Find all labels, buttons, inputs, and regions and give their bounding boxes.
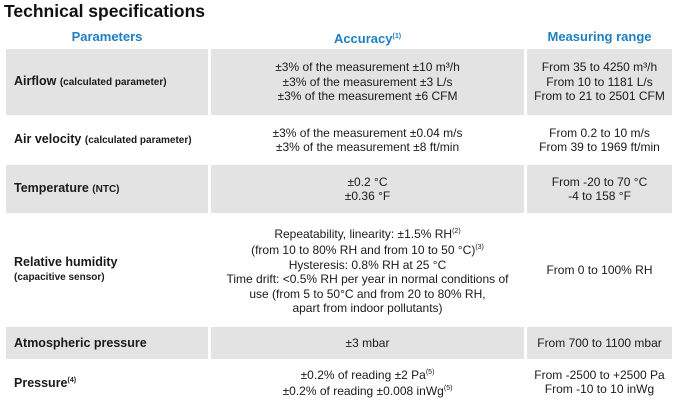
parameter-cell: Relative humidity (capacitive sensor) bbox=[6, 214, 208, 326]
footnote-marker: (2) bbox=[452, 227, 461, 235]
range-cell: From 0.2 to 10 m/s From 39 to 1969 ft/mi… bbox=[527, 116, 672, 164]
parameter-cell: Airflow (calculated parameter) bbox=[6, 49, 208, 115]
accuracy-line: ±3% of the measurement ±10 m³/h bbox=[275, 60, 460, 75]
parameter-subtitle: (calculated parameter) bbox=[59, 77, 167, 88]
header-accuracy-note: (1) bbox=[392, 33, 402, 40]
parameter-name: Air velocity bbox=[14, 132, 82, 146]
accuracy-text: Repeatability, linearity: ±1.5% RH bbox=[274, 226, 453, 241]
parameter-name: Atmospheric pressure bbox=[14, 335, 147, 350]
parameter-name: Relative humidity bbox=[14, 255, 118, 269]
accuracy-line: use (from 5 to 50°C and from 20 to 80% R… bbox=[249, 286, 486, 301]
accuracy-cell: Repeatability, linearity: ±1.5% RH(2) (f… bbox=[211, 214, 524, 326]
header-accuracy: Accuracy(1) bbox=[211, 27, 524, 47]
range-cell: From 700 to 1100 mbar bbox=[527, 327, 672, 359]
table-row-temperature: Temperature (NTC) ±0.2 °C ±0.36 °F From … bbox=[6, 165, 672, 214]
parameter-name: Pressure bbox=[14, 376, 68, 390]
range-line: From 0 to 100% RH bbox=[546, 262, 653, 277]
accuracy-line: ±0.2 °C bbox=[347, 174, 388, 189]
range-line: From 35 to 4250 m³/h bbox=[541, 60, 658, 75]
accuracy-line: apart from indoor pollutants) bbox=[292, 301, 443, 315]
footnote-marker: (3) bbox=[475, 244, 484, 251]
accuracy-line: (from 10 to 80% RH and from 10 to 50 °C)… bbox=[226, 241, 508, 258]
parameter-cell: Air velocity (calculated parameter) bbox=[6, 116, 208, 164]
accuracy-cell: ±3% of the measurement ±10 m³/h ±3% of t… bbox=[211, 49, 524, 115]
range-line: From -10 to 10 inWg bbox=[544, 382, 655, 396]
parameter-name: Temperature bbox=[14, 181, 89, 195]
accuracy-line: ±3 mbar bbox=[345, 335, 390, 350]
header-parameters: Parameters bbox=[71, 29, 143, 44]
range-line: From 700 to 1100 mbar bbox=[537, 335, 662, 350]
accuracy-line: ±0.2% of reading ±2 Pa(5) bbox=[283, 366, 453, 383]
parameter-name: Airflow bbox=[14, 74, 57, 88]
range-cell: From -20 to 70 °C -4 to 158 °F bbox=[527, 165, 672, 213]
accuracy-text: ±0.2% of reading ±2 Pa bbox=[300, 367, 426, 382]
footnote-marker: (5) bbox=[425, 368, 435, 376]
accuracy-line: ±3% of the measurement ±3 L/s bbox=[282, 74, 453, 89]
table-row-airflow: Airflow (calculated parameter) ±3% of th… bbox=[6, 49, 672, 116]
range-line: From 0.2 to 10 m/s bbox=[549, 125, 650, 140]
accuracy-cell: ±0.2% of reading ±2 Pa(5) ±0.2% of readi… bbox=[211, 360, 524, 404]
range-line: From to 21 to 2501 CFM bbox=[534, 89, 665, 104]
accuracy-text: (from 10 to 80% RH and from 10 to 50 °C) bbox=[251, 243, 476, 257]
range-line: From -20 to 70 °C bbox=[551, 174, 648, 189]
accuracy-cell: ±0.2 °C ±0.36 °F bbox=[211, 165, 524, 213]
range-line: From -2500 to +2500 Pa bbox=[534, 367, 665, 382]
table-row-air-velocity: Air velocity (calculated parameter) ±3% … bbox=[6, 116, 672, 165]
accuracy-line: Hysteresis: 0.8% RH at 25 °C bbox=[288, 257, 447, 272]
range-cell: From -2500 to +2500 Pa From -10 to 10 in… bbox=[527, 360, 672, 404]
table-row-pressure: Pressure(4) ±0.2% of reading ±2 Pa(5) ±0… bbox=[6, 360, 672, 404]
parameter-subtitle: (NTC) bbox=[92, 184, 120, 195]
accuracy-line: ±3% of the measurement ±0.04 m/s bbox=[272, 125, 463, 140]
page-title: Technical specifications bbox=[4, 1, 205, 21]
header-accuracy-label: Accuracy bbox=[333, 31, 393, 46]
table-row-relative-humidity: Relative humidity (capacitive sensor) Re… bbox=[6, 214, 672, 327]
footnote-marker: (5) bbox=[443, 385, 453, 392]
parameter-subtitle: (capacitive sensor) bbox=[14, 272, 105, 283]
accuracy-cell: ±3 mbar bbox=[211, 327, 524, 359]
accuracy-line: ±3% of the measurement ±6 CFM bbox=[277, 89, 458, 104]
range-line: From 39 to 1969 ft/min bbox=[539, 140, 660, 154]
range-line: -4 to 158 °F bbox=[568, 189, 631, 203]
accuracy-line: ±3% of the measurement ±8 ft/min bbox=[275, 140, 460, 154]
parameter-cell: Atmospheric pressure bbox=[6, 327, 208, 359]
range-line: From 10 to 1181 L/s bbox=[546, 74, 653, 89]
accuracy-cell: ±3% of the measurement ±0.04 m/s ±3% of … bbox=[211, 116, 524, 164]
accuracy-line: ±0.36 °F bbox=[344, 189, 391, 203]
accuracy-line: Repeatability, linearity: ±1.5% RH(2) bbox=[226, 225, 508, 242]
parameter-cell: Pressure(4) bbox=[6, 360, 208, 404]
accuracy-text: ±0.2% of reading ±0.008 inWg bbox=[282, 384, 444, 398]
range-cell: From 0 to 100% RH bbox=[527, 214, 672, 326]
accuracy-line: Time drift: <0.5% RH per year in normal … bbox=[226, 272, 509, 286]
table-row-atmospheric-pressure: Atmospheric pressure ±3 mbar From 700 to… bbox=[6, 327, 672, 360]
footnote-marker: (4) bbox=[67, 377, 77, 384]
range-cell: From 35 to 4250 m³/h From 10 to 1181 L/s… bbox=[527, 49, 672, 115]
header-range: Measuring range bbox=[547, 29, 652, 44]
accuracy-line: ±0.2% of reading ±0.008 inWg(5) bbox=[283, 382, 453, 399]
parameter-subtitle: (calculated parameter) bbox=[84, 135, 192, 146]
parameter-cell: Temperature (NTC) bbox=[6, 165, 208, 213]
